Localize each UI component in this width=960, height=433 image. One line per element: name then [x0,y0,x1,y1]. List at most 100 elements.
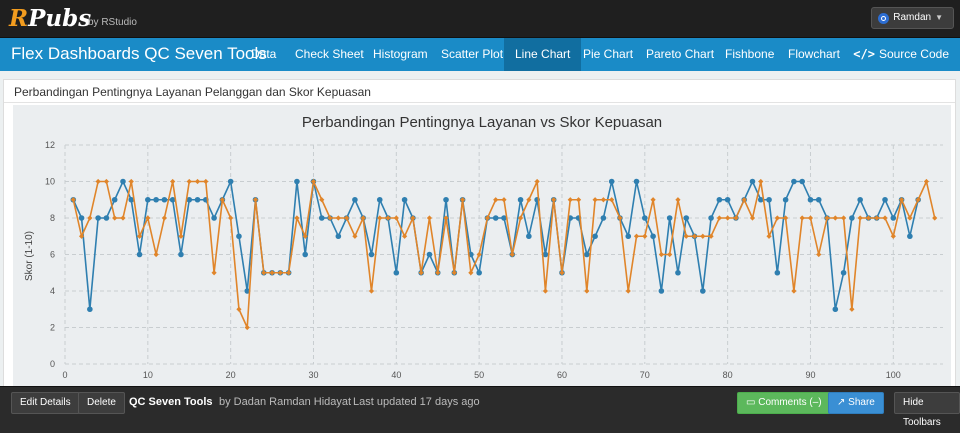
edit-details-button[interactable]: Edit Details [11,392,80,414]
data-point [658,251,664,258]
data-point [807,196,814,203]
data-point [310,178,317,185]
rpubs-by-rstudio: by RStudio [88,17,137,28]
data-point [252,197,259,203]
y-tick-label: 4 [50,286,55,296]
x-tick-label: 20 [226,370,236,380]
data-point [907,215,913,221]
data-point [501,197,507,203]
data-point [700,233,706,239]
chevron-down-icon: ▼ [935,13,943,22]
comments-button[interactable]: ▭ Comments (–) [737,392,831,414]
data-point [757,196,764,203]
nav-pareto-chart[interactable]: Pareto Chart [646,47,715,61]
rpubs-header: RPubs by RStudio Ramdan ▼ [0,0,960,38]
x-tick-label: 50 [474,370,484,380]
chart-title: Perbandingan Pentingnya Layanan vs Skor … [302,114,662,131]
data-point [120,178,126,185]
data-point [360,215,366,221]
data-point [774,269,781,276]
nav-scatter-plot[interactable]: Scatter Plot [441,47,504,61]
hide-toolbars-button[interactable]: Hide Toolbars [894,392,960,428]
data-point [542,251,549,258]
data-point [178,251,184,258]
logo-r: R [9,5,29,32]
data-point [642,215,648,221]
comments-label: Comments (–) [758,397,822,408]
y-tick-label: 8 [50,213,55,223]
nav-fishbone[interactable]: Fishbone [725,47,775,61]
data-point [376,196,383,203]
data-point [575,197,582,203]
data-point [468,270,474,276]
data-point [501,215,507,221]
data-point [691,233,698,239]
share-icon: ↗ [837,397,849,408]
power-user-icon [878,12,890,24]
y-tick-label: 6 [50,250,55,260]
data-point [749,215,756,221]
data-point [799,178,805,185]
data-point [857,215,863,221]
data-point [476,251,482,258]
data-point [633,178,640,185]
data-point [169,196,176,203]
data-point [294,215,300,221]
dashboard-title[interactable]: Flex Dashboards QC Seven Tools [11,44,267,63]
data-point [683,215,690,221]
data-point [335,233,342,240]
nav-line-chart[interactable]: Line Chart [504,38,582,71]
nav-flowchart[interactable]: Flowchart [788,47,841,61]
data-point [318,215,325,221]
data-point [592,197,598,203]
x-tick-label: 60 [557,370,567,380]
data-point [708,233,714,239]
data-point [70,197,76,203]
data-point [78,215,85,221]
data-point [625,288,631,294]
data-point [824,215,830,221]
data-point [526,233,532,240]
data-point [277,270,283,276]
x-tick-label: 70 [640,370,650,380]
data-point [269,270,275,276]
last-updated: Last updated 17 days ago [353,396,480,408]
data-point [426,251,433,258]
source-code-link[interactable]: </> Source Code [853,38,949,71]
data-point [426,215,433,221]
dashboard-navbar: Flex Dashboards QC Seven Tools Data Chec… [0,38,960,71]
data-point [633,233,640,239]
data-point [401,196,408,203]
data-point [161,215,167,221]
delete-button[interactable]: Delete [78,392,125,414]
share-button[interactable]: ↗ Share [828,392,884,414]
data-point [600,215,607,221]
y-axis-label: Skor (1-10) [24,231,35,281]
data-point [484,215,491,221]
data-point [915,197,921,203]
data-point [849,306,855,312]
data-point [650,233,656,240]
nav-histogram[interactable]: Histogram [373,47,428,61]
data-point [95,178,101,185]
rpubs-logo[interactable]: RPubs [9,5,91,32]
data-point [302,251,309,258]
data-point [625,233,632,240]
data-point [898,197,905,203]
data-point [667,251,673,258]
data-point [286,270,292,276]
data-point [807,215,814,221]
user-menu-button[interactable]: Ramdan ▼ [871,7,954,29]
nav-check-sheet[interactable]: Check Sheet [295,47,364,61]
data-point [368,288,375,294]
data-point [178,233,184,239]
data-point [443,196,449,203]
y-tick-label: 2 [50,323,55,333]
data-point [186,196,193,203]
data-point [509,251,515,258]
nav-pie-chart[interactable]: Pie Chart [583,47,634,61]
x-tick-label: 40 [391,370,401,380]
data-point [145,215,151,221]
data-point [227,178,234,185]
nav-data[interactable]: Data [251,47,277,61]
